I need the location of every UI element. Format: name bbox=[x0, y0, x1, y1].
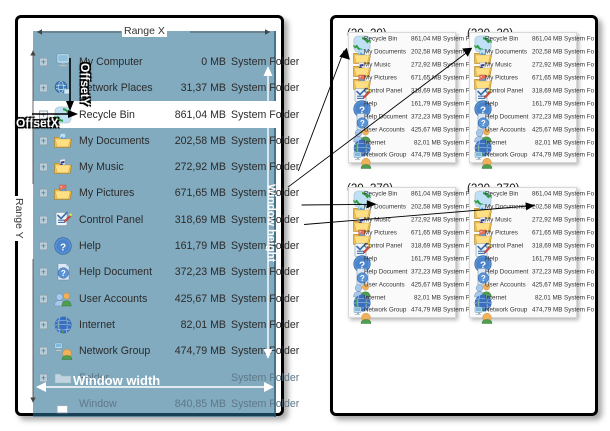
svg-text:?: ? bbox=[60, 243, 66, 254]
svg-text:?: ? bbox=[61, 270, 66, 279]
